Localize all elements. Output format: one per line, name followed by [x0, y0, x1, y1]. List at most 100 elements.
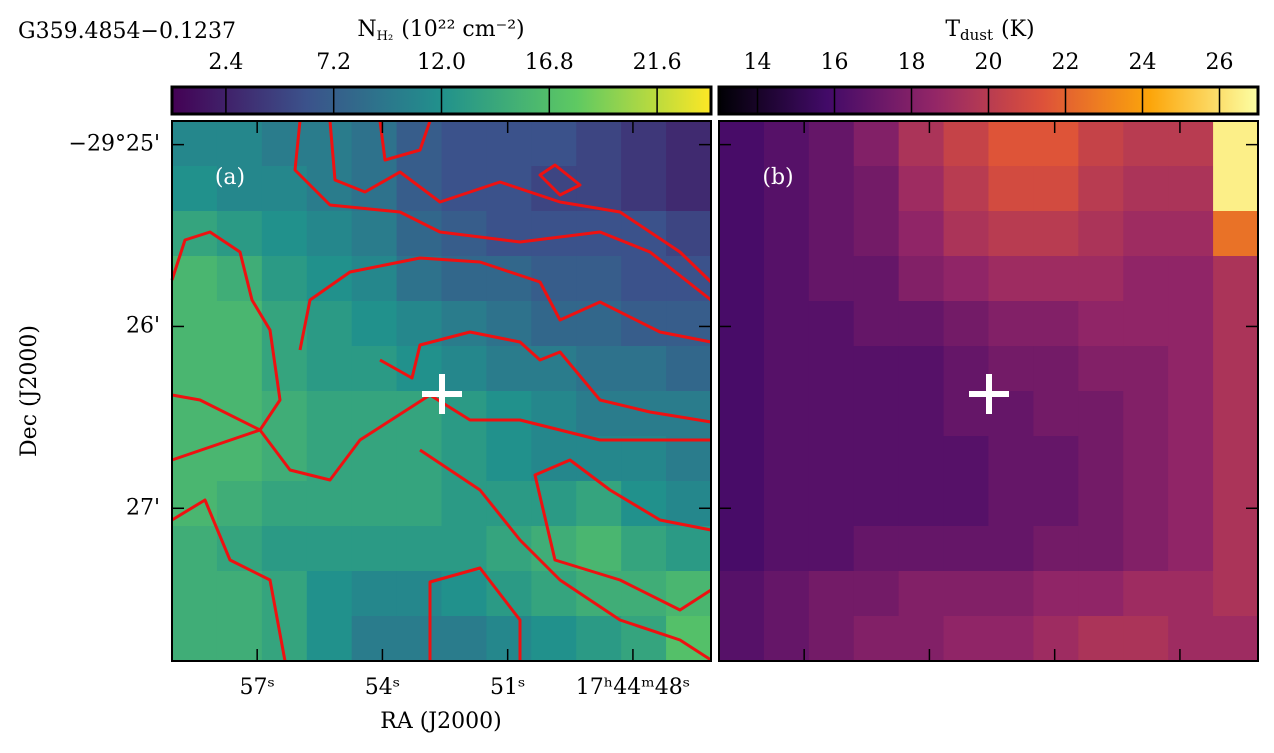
colorbar-label-sub: H₂	[377, 29, 394, 44]
colorbar-tick-label: 22	[1052, 50, 1080, 75]
map-pixel	[1033, 166, 1079, 212]
map-pixel	[853, 571, 900, 617]
map-pixel	[808, 526, 855, 572]
map-pixel	[621, 256, 667, 302]
map-pixel	[1213, 166, 1259, 212]
colorbar-tick-label: 26	[1206, 50, 1234, 75]
map-pixel	[943, 346, 989, 392]
y-tick-label: 26'	[126, 313, 160, 338]
map-pixel	[172, 256, 218, 302]
map-pixel	[719, 481, 765, 527]
source-marker	[969, 374, 1009, 414]
map-pixel	[808, 166, 855, 212]
map-pixel	[763, 526, 810, 572]
map-pixel	[576, 166, 622, 212]
map-pixel	[172, 481, 218, 527]
map-pixel	[531, 616, 577, 662]
maps	[172, 121, 1259, 662]
map-pixel	[1078, 436, 1124, 482]
map-pixel	[306, 526, 353, 572]
map-pixel	[853, 526, 900, 572]
map-pixel	[853, 346, 900, 392]
map-pixel	[666, 346, 712, 392]
map-pixel	[1033, 481, 1079, 527]
map-pixel	[1078, 346, 1124, 392]
panel-label: (a)	[215, 165, 245, 190]
map-pixel	[306, 571, 353, 617]
map-pixel	[1168, 571, 1214, 617]
contour	[428, 566, 522, 661]
map-pixel	[1168, 301, 1214, 347]
map-pixel	[261, 391, 308, 437]
map-pixel	[486, 166, 532, 212]
map-pixel	[621, 166, 667, 212]
map-pixel	[216, 481, 263, 527]
map-pixel	[666, 121, 712, 167]
map-pixel	[261, 481, 308, 527]
map-pixel	[1168, 436, 1214, 482]
map-pixel	[396, 481, 442, 527]
map-pixel	[531, 211, 577, 257]
map-pixel	[216, 616, 263, 662]
map-pixel	[988, 121, 1034, 167]
map-pixel	[1123, 481, 1169, 527]
map-pixel	[1033, 526, 1079, 572]
map-pixel	[1168, 346, 1214, 392]
map-pixel	[943, 256, 989, 302]
map-pixel	[666, 166, 712, 212]
map-pixel	[1078, 211, 1124, 257]
map-pixel	[1123, 616, 1169, 662]
map-pixel	[441, 436, 487, 482]
map-pixel	[306, 211, 353, 257]
map-pixel	[1078, 256, 1124, 302]
map-pixel	[486, 391, 532, 437]
map-pixel	[988, 391, 1034, 437]
map-pixel	[808, 436, 855, 482]
map-pixel	[763, 301, 810, 347]
map-pixel	[1078, 391, 1124, 437]
map-pixel	[441, 256, 487, 302]
map-pixel	[666, 436, 712, 482]
map-pixel	[898, 256, 945, 302]
map-pixel	[396, 571, 442, 617]
map-pixel	[898, 616, 945, 662]
map-pixel	[853, 301, 900, 347]
map-pixel	[988, 616, 1034, 662]
contour	[419, 448, 712, 662]
map-pixel	[621, 526, 667, 572]
map-pixel	[576, 121, 622, 167]
markers	[422, 374, 1009, 414]
map-pixel	[172, 346, 218, 392]
map-pixel	[666, 211, 712, 257]
x-tick-label: 54ˢ	[365, 675, 400, 700]
colorbar-label-main: N	[357, 17, 376, 42]
map-pixel	[216, 301, 263, 347]
map-pixel	[1213, 121, 1259, 167]
contour	[538, 163, 582, 197]
map-pixel	[306, 256, 353, 302]
map-pixel	[898, 301, 945, 347]
map-pixel	[396, 256, 442, 302]
map-pixel	[486, 481, 532, 527]
map-pixel	[351, 211, 398, 257]
map-pixel	[261, 301, 308, 347]
colorbar-label: NH₂ (10²² cm⁻²)	[357, 17, 524, 44]
contour	[170, 230, 282, 432]
map-pixel	[763, 571, 810, 617]
map-pixel	[988, 526, 1034, 572]
map-pixel	[1123, 211, 1169, 257]
map-pixel	[988, 256, 1034, 302]
map-pixel	[486, 121, 532, 167]
map-pixel	[988, 436, 1034, 482]
x-tick-label: 17ʰ44ᵐ48ˢ	[576, 675, 690, 700]
x-tick-label: 51ˢ	[490, 675, 525, 700]
map-pixel	[396, 616, 442, 662]
map-pixel	[943, 391, 989, 437]
map-pixel	[351, 301, 398, 347]
map-pixel	[172, 166, 218, 212]
map-pixel	[306, 301, 353, 347]
map-pixel	[1213, 481, 1259, 527]
map-pixel	[306, 481, 353, 527]
map-pixel	[763, 391, 810, 437]
